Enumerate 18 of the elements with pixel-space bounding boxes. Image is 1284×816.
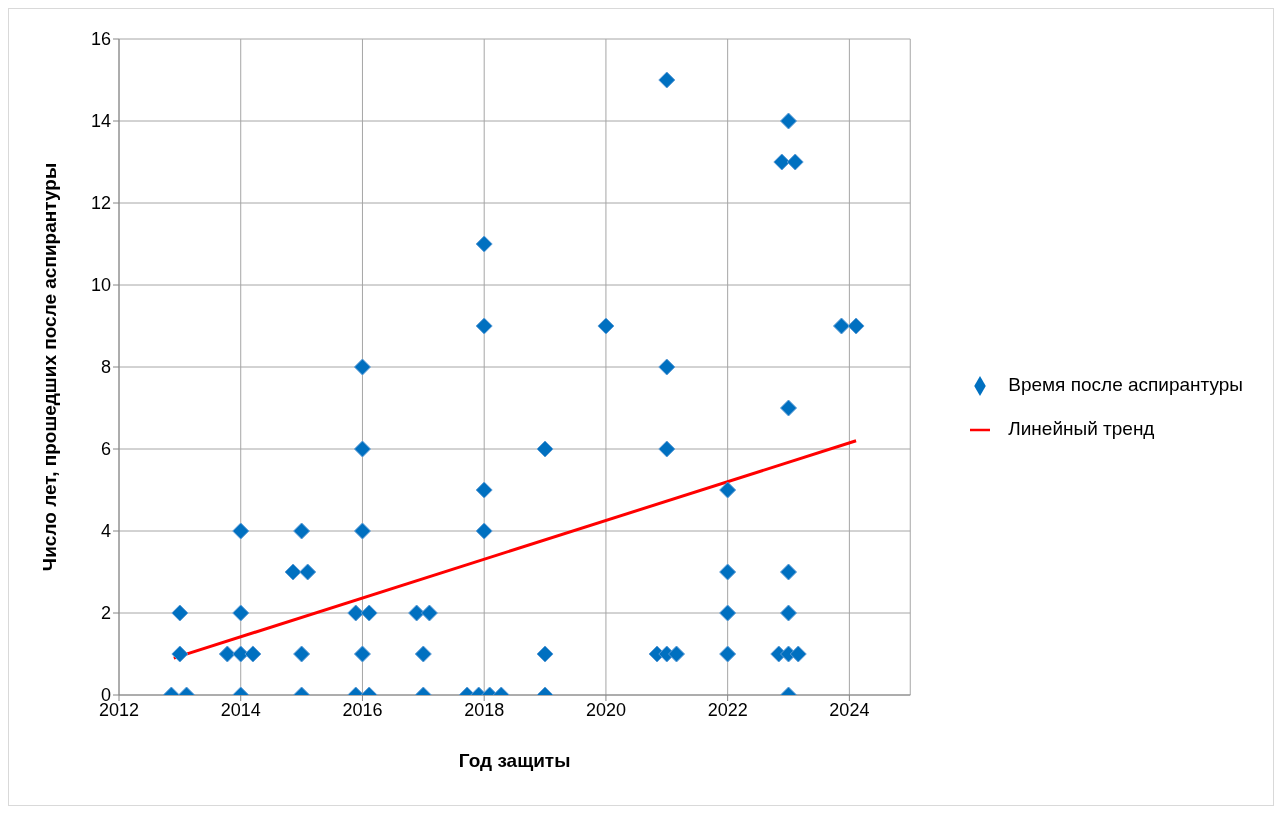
x-tick-label: 2018 [464,699,505,720]
y-tick-label: 2 [100,603,111,624]
y-tick-label: 6 [100,439,111,460]
x-tick-label: 2020 [585,699,626,720]
y-tick-label: 10 [90,275,111,296]
x-tick-label: 2016 [342,699,383,720]
legend-label: Время после аспирантуры [1008,374,1243,395]
x-tick-label: 2022 [707,699,748,720]
x-axis-title: Год защиты [458,750,571,771]
y-tick-label: 8 [100,357,111,378]
y-tick-label: 14 [90,111,111,132]
legend-label: Линейный тренд [1008,418,1155,439]
x-tick-label: 2024 [829,699,870,720]
y-axis-title: Число лет, прошедших после аспирантуры [38,162,60,572]
x-tick-label: 2014 [220,699,261,720]
y-tick-label: 12 [90,193,111,214]
y-tick-label: 16 [90,29,111,50]
y-tick-label: 4 [100,521,111,542]
